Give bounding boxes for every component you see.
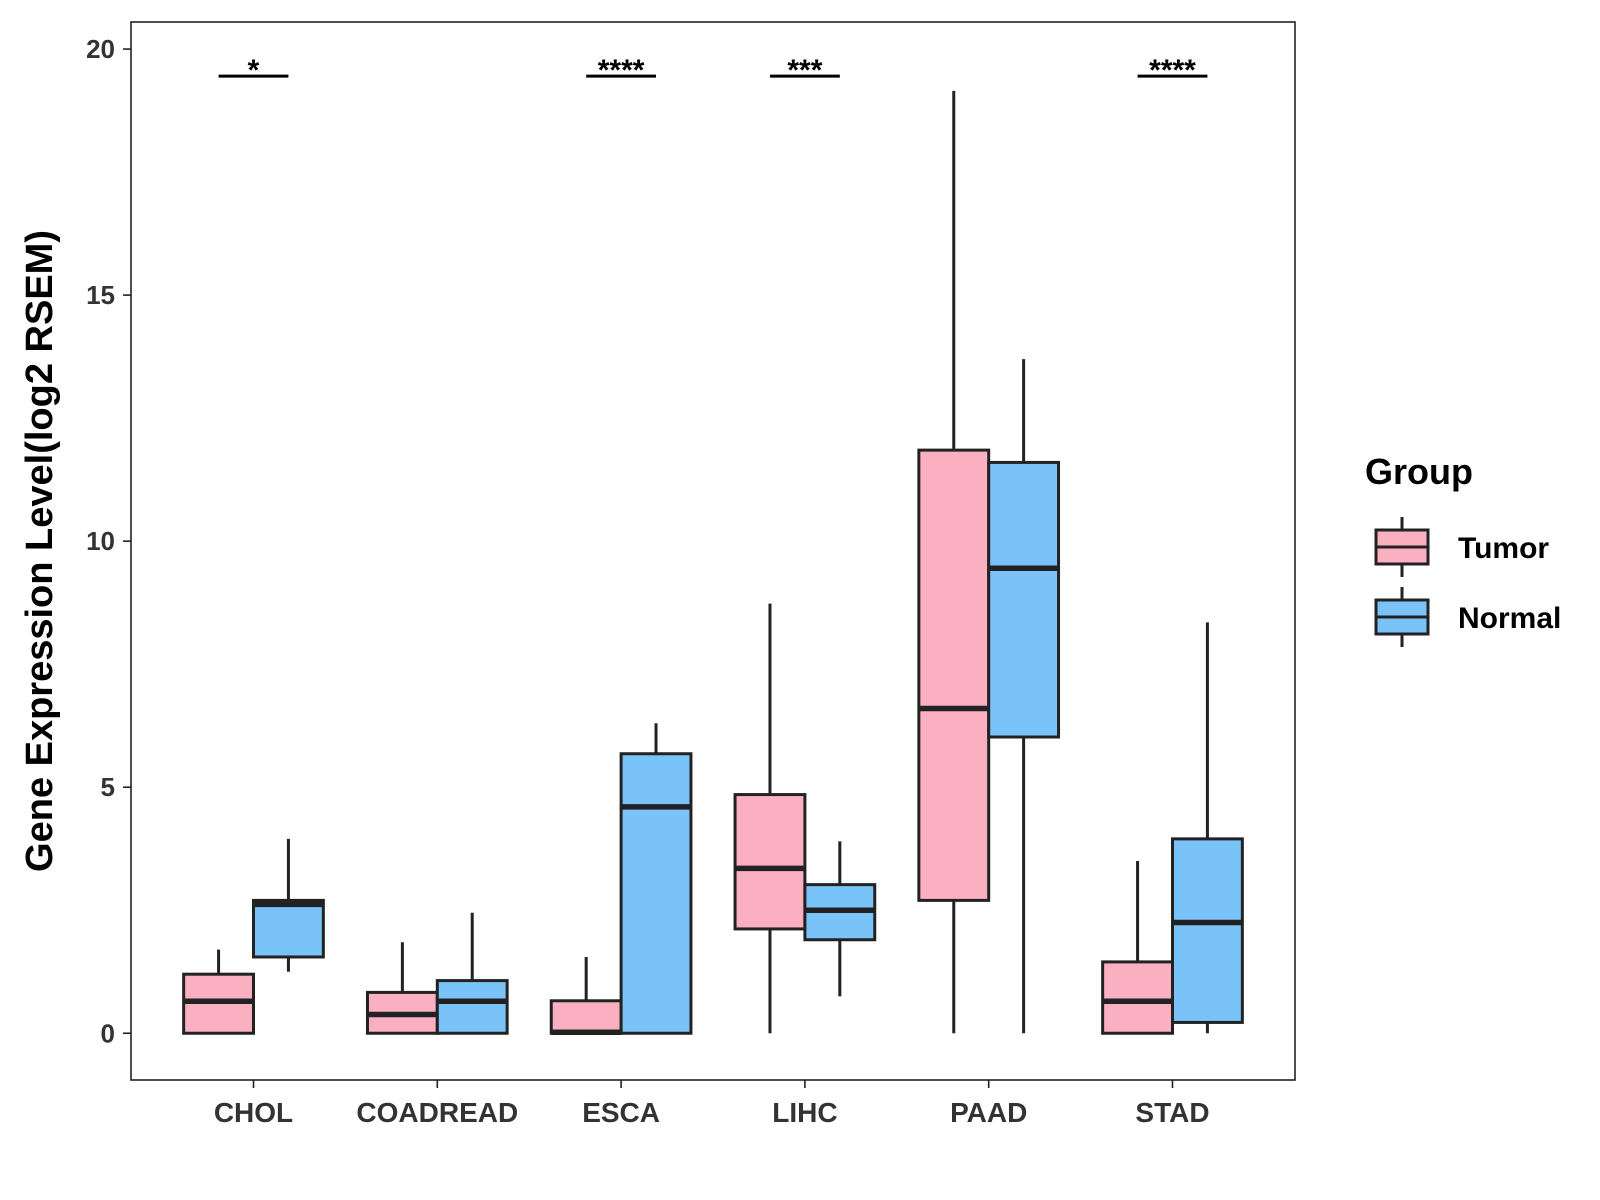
box-normal-lihc	[803, 841, 877, 997]
y-tick-label: 15	[86, 280, 115, 310]
box-tumor-lihc	[733, 603, 807, 1034]
x-tick-label: STAD	[1135, 1097, 1209, 1128]
legend-items: Tumor Normal	[1374, 517, 1561, 647]
series-normal	[252, 359, 1244, 1035]
box-body	[435, 979, 509, 1035]
box-body	[1101, 960, 1174, 1035]
legend: Group Tumor Normal	[1365, 451, 1561, 647]
significance-esca: ****	[586, 54, 657, 87]
significance-label: *	[248, 54, 260, 87]
x-tick-label: PAAD	[950, 1097, 1027, 1128]
box-tumor-paad	[917, 90, 991, 1034]
significance-label: ****	[1149, 54, 1196, 87]
legend-label: Tumor	[1458, 532, 1549, 565]
box-body	[549, 999, 623, 1035]
y-tick-label: 0	[101, 1018, 115, 1048]
significance-stad: ****	[1137, 54, 1208, 87]
box-body	[987, 460, 1061, 739]
box-body	[619, 752, 693, 1035]
box-normal-esca	[619, 723, 693, 1035]
box-body	[252, 898, 325, 959]
box-normal-stad	[1170, 622, 1244, 1034]
box-body	[733, 793, 807, 931]
significance-lihc: ***	[769, 54, 840, 87]
y-axis-title: Gene Expression Level(log2 RSEM)	[19, 230, 61, 872]
box-series	[182, 90, 1244, 1036]
y-tick-label: 20	[86, 34, 115, 64]
legend-title: Group	[1365, 451, 1473, 492]
x-tick-label: LIHC	[772, 1097, 837, 1128]
x-tick-label: COADREAD	[356, 1097, 518, 1128]
significance-chol: *	[218, 54, 289, 87]
legend-label: Normal	[1458, 602, 1561, 635]
y-axis: 0 5 10 15 20	[86, 34, 131, 1048]
legend-item-tumor: Tumor	[1374, 517, 1549, 577]
legend-item-normal: Normal	[1374, 587, 1561, 647]
box-body	[917, 448, 991, 902]
box-tumor-chol	[182, 949, 256, 1035]
box-body	[1170, 837, 1244, 1024]
box-normal-chol	[252, 838, 325, 972]
y-tick-label: 5	[101, 772, 115, 802]
box-normal-paad	[987, 359, 1061, 1034]
box-normal-coadread	[435, 912, 509, 1035]
significance-annotations: * **** *** ****	[218, 54, 1208, 87]
series-tumor	[182, 90, 1174, 1036]
significance-label: ****	[598, 54, 645, 87]
box-tumor-stad	[1101, 861, 1174, 1035]
significance-label: ***	[787, 54, 822, 87]
x-tick-label: CHOL	[214, 1097, 293, 1128]
x-axis: CHOL COADREAD ESCA LIHC PAAD STAD	[214, 1080, 1210, 1128]
plot-panel	[130, 21, 1296, 1081]
x-tick-label: ESCA	[582, 1097, 660, 1128]
y-tick-label: 10	[86, 526, 115, 556]
